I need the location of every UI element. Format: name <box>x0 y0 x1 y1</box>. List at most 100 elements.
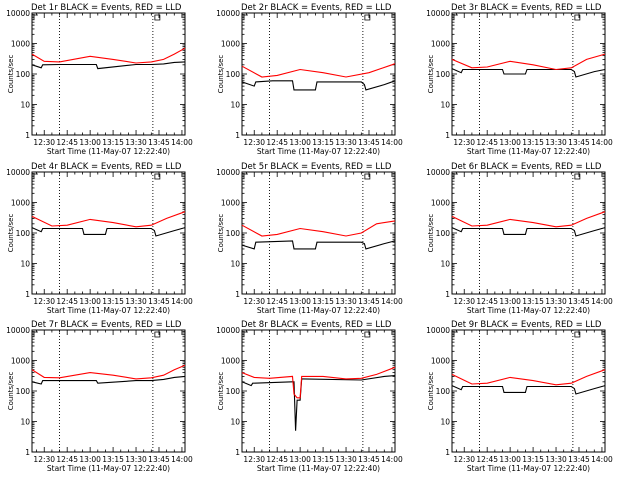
y-tick-label: 10 <box>230 101 240 110</box>
x-tick-label: 13:45 <box>358 297 380 306</box>
corner-mark <box>243 14 248 20</box>
y-tick-label: 10000 <box>216 168 240 177</box>
series-lld-line <box>451 369 606 386</box>
x-tick-label: 12:45 <box>266 297 288 306</box>
x-tick-label: 13:00 <box>79 138 101 147</box>
y-tick-label: 100 <box>16 387 31 396</box>
x-tick-label: 13:45 <box>568 138 590 147</box>
corner-mark <box>33 173 38 179</box>
x-tick-label: 14:00 <box>171 297 193 306</box>
y-tick-label: 100 <box>16 229 31 238</box>
x-tick-label: 13:00 <box>289 138 311 147</box>
plot-frame <box>451 12 606 136</box>
x-tick-label: 13:00 <box>289 455 311 464</box>
x-tick-label: 13:15 <box>312 297 334 306</box>
corner-mark <box>154 14 161 21</box>
series-lld-line <box>241 220 396 237</box>
x-axis-label: Start Time (11-May-07 12:22:40) <box>47 306 170 315</box>
x-tick-label: 13:45 <box>148 455 170 464</box>
panel-8: Det 8r BLACK = Events, RED = LLD 1 10 100 10… <box>216 320 403 473</box>
corner-mark <box>574 331 581 338</box>
y-tick-label: 10 <box>20 418 30 427</box>
y-tick-label: 10000 <box>426 326 450 335</box>
y-axis-label: Counts/sec <box>427 372 435 411</box>
x-tick-label: 13:30 <box>545 138 567 147</box>
x-tick-label: 12:30 <box>243 138 265 147</box>
x-tick-label: 12:30 <box>243 297 265 306</box>
y-tick-label: 1000 <box>431 199 450 208</box>
panel-5: Det 5r BLACK = Events, RED = LLD 1 10 100 10… <box>216 162 403 315</box>
y-tick-label: 100 <box>226 229 241 238</box>
y-axis-label: Counts/sec <box>217 55 225 94</box>
x-tick-label: 12:30 <box>453 138 475 147</box>
x-tick-label: 13:45 <box>148 138 170 147</box>
y-tick-label: 1000 <box>431 357 450 366</box>
panel-1: Det 1r BLACK = Events, RED = LLD 1 10 100 10… <box>6 3 193 156</box>
series-lld-line <box>31 364 186 380</box>
y-tick-label: 1000 <box>221 357 240 366</box>
series-lld-line <box>451 53 606 71</box>
corner-mark <box>364 14 371 21</box>
corner-mark <box>154 331 161 338</box>
x-axis-label: Start Time (11-May-07 12:22:40) <box>47 147 170 156</box>
x-tick-label: 13:15 <box>522 297 544 306</box>
x-tick-label: 12:30 <box>243 455 265 464</box>
series-events-line <box>241 240 396 250</box>
x-tick-label: 12:30 <box>453 297 475 306</box>
y-tick-label: 10 <box>230 260 240 269</box>
x-tick-label: 12:45 <box>476 297 498 306</box>
y-tick-label: 100 <box>436 387 451 396</box>
x-tick-label: 13:15 <box>522 138 544 147</box>
x-tick-label: 13:30 <box>545 455 567 464</box>
x-tick-label: 13:15 <box>312 455 334 464</box>
series-events-line <box>451 385 606 395</box>
x-tick-label: 13:45 <box>568 455 590 464</box>
x-tick-label: 13:30 <box>545 297 567 306</box>
x-tick-label: 12:45 <box>56 138 78 147</box>
corner-mark <box>574 14 581 21</box>
x-tick-label: 12:45 <box>266 138 288 147</box>
y-axis-label: Counts/sec <box>217 372 225 411</box>
series-lld-line <box>241 366 396 399</box>
y-tick-label: 10000 <box>6 168 30 177</box>
corner-mark <box>364 173 371 180</box>
panel-title: Det 9r BLACK = Events, RED = LLD <box>451 320 602 330</box>
y-tick-label: 10 <box>20 101 30 110</box>
y-tick-label: 100 <box>436 70 451 79</box>
series-events-line <box>31 61 186 70</box>
corner-mark <box>364 331 371 338</box>
corner-mark <box>453 331 458 337</box>
plot-frame <box>241 329 396 453</box>
series-events-line <box>451 227 606 237</box>
series-lld-line <box>241 63 396 78</box>
y-tick-label: 10 <box>440 418 450 427</box>
y-tick-label: 100 <box>226 70 241 79</box>
panel-title: Det 8r BLACK = Events, RED = LLD <box>241 320 392 330</box>
panel-title: Det 6r BLACK = Events, RED = LLD <box>451 162 602 172</box>
y-axis-label: Counts/sec <box>217 214 225 253</box>
plot-frame <box>31 171 186 295</box>
y-tick-label: 1 <box>25 290 30 299</box>
x-tick-label: 13:45 <box>148 297 170 306</box>
y-tick-label: 10000 <box>426 168 450 177</box>
plot-frame <box>31 329 186 453</box>
panel-title: Det 2r BLACK = Events, RED = LLD <box>241 3 392 13</box>
x-axis-label: Start Time (11-May-07 12:22:40) <box>257 306 380 315</box>
panel-2: Det 2r BLACK = Events, RED = LLD 1 10 100 10… <box>216 3 403 156</box>
x-tick-label: 13:30 <box>125 455 147 464</box>
x-tick-label: 13:30 <box>125 297 147 306</box>
series-events-line <box>451 68 606 78</box>
panel-title: Det 5r BLACK = Events, RED = LLD <box>241 162 392 172</box>
panel-6: Det 6r BLACK = Events, RED = LLD 1 10 100 10… <box>426 162 613 315</box>
x-tick-label: 12:45 <box>266 455 288 464</box>
y-tick-label: 10 <box>230 418 240 427</box>
plot-frame <box>31 12 186 136</box>
x-tick-label: 13:30 <box>335 297 357 306</box>
y-tick-label: 10 <box>440 101 450 110</box>
x-axis-label: Start Time (11-May-07 12:22:40) <box>467 306 590 315</box>
y-tick-label: 1 <box>25 131 30 140</box>
x-tick-label: 14:00 <box>381 455 403 464</box>
x-tick-label: 12:45 <box>476 138 498 147</box>
y-tick-label: 1 <box>445 131 450 140</box>
corner-mark <box>243 331 248 337</box>
